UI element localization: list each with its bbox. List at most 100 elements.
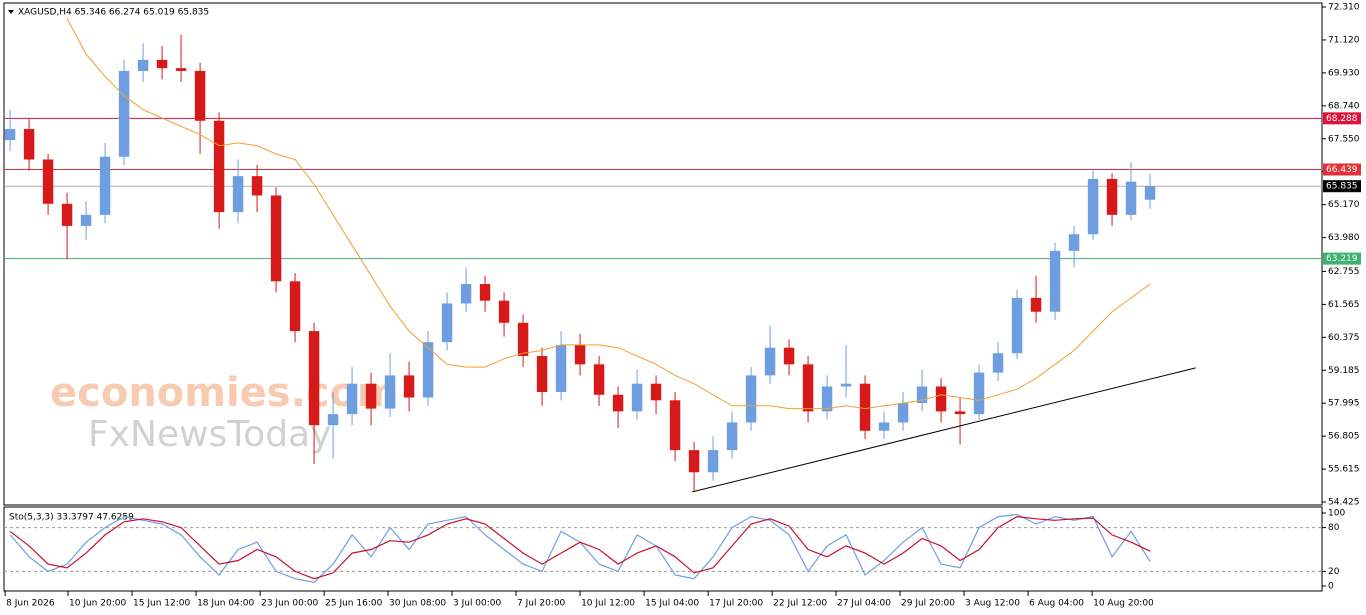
candle-body [650,383,662,401]
candle-body [441,303,453,343]
y-tick-label: 61.565 [1328,300,1360,310]
level-label: 68.288 [1326,114,1358,124]
candle-body [289,281,301,332]
trendline [692,367,1196,493]
candle-body [593,364,605,395]
level-tag [1323,112,1361,125]
candle-body [270,195,282,282]
level-tag [1323,252,1361,265]
candle-body [498,300,510,323]
candle-body [365,383,377,409]
candle-body [460,284,472,304]
y-tick-label: 67.550 [1328,134,1360,144]
candle-body [764,347,776,376]
oscillator-line [9,515,1151,580]
x-tick-label: 23 Jun 00:00 [261,599,318,609]
level-label: 65.835 [1326,182,1358,192]
y-tick-label: 71.120 [1328,35,1360,45]
candle-body [631,383,643,412]
candle-body [403,375,415,398]
candle-body [194,70,206,121]
candle-body [23,129,35,160]
x-tick-label: 22 Jul 12:00 [773,599,827,609]
x-tick-label: 3 Jul 00:00 [453,599,502,609]
candle-body [612,394,624,412]
candle-body [1106,178,1118,215]
candle-body [1030,297,1042,312]
x-tick-label: 29 Jul 20:00 [901,599,955,609]
x-tick-label: 7 Jul 20:00 [517,599,566,609]
y-tick-label: 20 [1328,567,1340,577]
candle-body [669,400,681,451]
candle-body [783,347,795,365]
y-tick-label: 60.375 [1328,333,1360,343]
y-tick-label: 80 [1328,523,1340,533]
x-tick-label: 15 Jul 04:00 [645,599,699,609]
candle-body [99,156,111,215]
candle-body [555,344,567,392]
candle-body [1087,178,1099,235]
y-tick-label: 68.740 [1328,101,1360,111]
level-label: 63.219 [1326,254,1358,264]
candle-body [821,386,833,412]
candle-body [897,403,909,423]
candle-body [80,214,92,226]
candle-body [61,203,73,226]
y-tick-label: 72.310 [1328,3,1360,13]
y-tick-label: 100 [1328,509,1345,519]
candle-body [327,414,339,426]
candle-body [745,375,757,423]
x-tick-label: 10 Jul 12:00 [581,599,635,609]
candle-body [479,284,491,301]
x-tick-label: 3 Aug 12:00 [965,599,1020,609]
candle-body [878,422,890,431]
moving-average [66,18,1151,410]
candle-body [118,70,130,157]
candle-body [536,356,548,392]
oscillator-panel [3,506,1323,592]
candle-body [707,450,719,473]
menu-arrow [8,10,14,14]
y-tick-label: 69.930 [1328,68,1360,78]
y-tick-label: 62.755 [1328,267,1360,277]
y-tick-label: 63.980 [1328,233,1360,243]
x-tick-label: 10 Jun 20:00 [69,599,126,609]
candle-body [802,364,814,412]
candle-body [517,322,529,357]
level-label: 66.439 [1326,165,1358,175]
y-tick-label: 57.995 [1328,399,1360,409]
candle-body [954,411,966,415]
x-tick-label: 17 Jul 20:00 [709,599,763,609]
candle-body [232,176,244,213]
candle-body [251,176,263,196]
candle-body [859,383,871,431]
level-tag [1323,163,1361,176]
candle-body [935,386,947,412]
candle-body [688,450,700,473]
candle-body [1068,234,1080,251]
candle-body [422,342,434,398]
y-tick-label: 54.425 [1328,498,1360,508]
candle-body [992,353,1004,373]
oscillator-header: Sto(5,3,3) 33.3797 47.6259 [9,513,134,523]
watermark: FxNewsToday [88,414,331,455]
candle-body [1125,181,1137,215]
candle-body [726,422,738,451]
candle-body [1049,250,1061,312]
candle-body [574,344,586,365]
candle-body [1011,297,1023,354]
candle-body [1144,186,1156,200]
level-tag [1323,180,1361,193]
x-tick-label: 15 Jun 12:00 [133,599,190,609]
y-tick-label: 0 [1328,582,1334,592]
main-panel [3,2,1323,506]
candle-body [156,59,168,69]
x-tick-label: 30 Jun 08:00 [389,599,446,609]
x-tick-label: 25 Jun 16:00 [325,599,382,609]
candle-body [308,331,320,426]
symbol-header: XAGUSD,H4 65.346 66.274 65.019 65.835 [18,8,209,18]
x-tick-label: 27 Jul 04:00 [837,599,891,609]
x-tick-label: 8 Jun 2026 [6,599,55,609]
candle-body [213,120,225,213]
